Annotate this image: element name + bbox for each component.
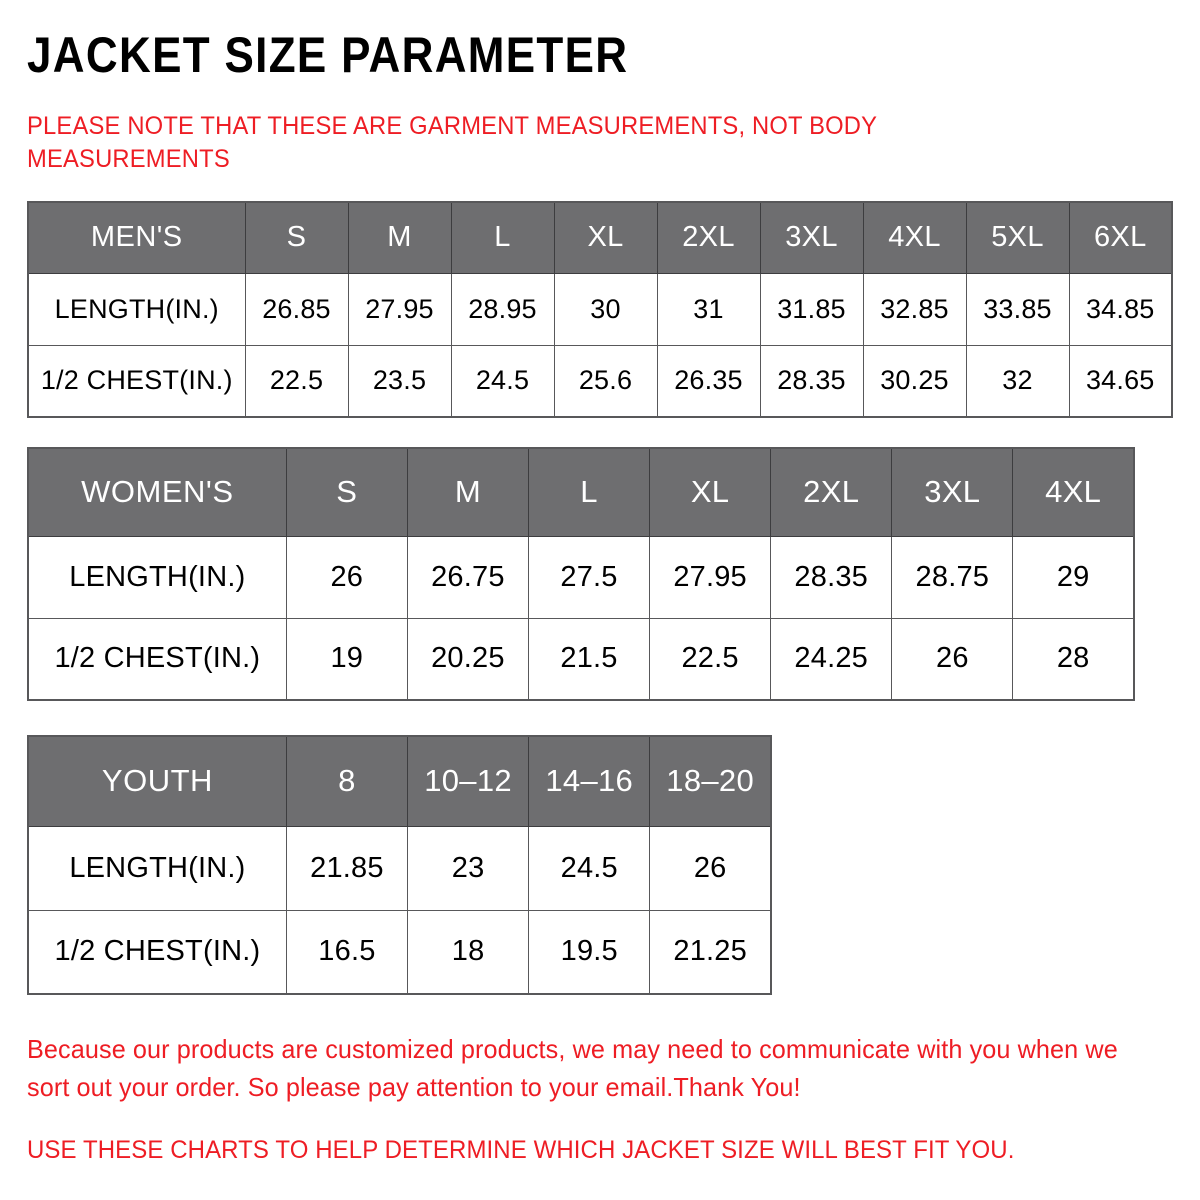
page-title: JACKET SIZE PARAMETER [27,27,629,83]
mens-header-xl: XL [553,201,658,274]
mens-chest-6xl: 34.65 [1068,344,1173,418]
youth-table-head: YOUTH 8 10–12 14–16 18–20 [27,735,772,827]
womens-header-3xl: 3XL [891,447,1014,537]
youth-header-10-12: 10–12 [406,735,530,827]
use-charts-note: USE THESE CHARTS TO HELP DETERMINE WHICH… [27,1136,1015,1164]
mens-header-3xl: 3XL [759,201,864,274]
womens-length-s: 26 [285,535,408,619]
mens-header-s: S [244,201,349,274]
youth-chest-10-12: 18 [406,909,530,995]
mens-length-6xl: 34.85 [1068,272,1173,346]
womens-chest-4xl: 28 [1012,617,1135,701]
youth-chest-8: 16.5 [285,909,409,995]
womens-length-4xl: 29 [1012,535,1135,619]
table-row: 1/2 CHEST(IN.) 16.5 18 19.5 21.25 [27,909,772,995]
womens-chest-2xl: 24.25 [770,617,893,701]
womens-length-2xl: 28.35 [770,535,893,619]
womens-table-body: LENGTH(IN.) 26 26.75 27.5 27.95 28.35 28… [27,535,1135,701]
mens-length-l: 28.95 [450,272,555,346]
mens-length-2xl: 31 [656,272,761,346]
youth-header-8: 8 [285,735,409,827]
womens-chest-m: 20.25 [406,617,529,701]
mens-chest-3xl: 28.35 [759,344,864,418]
womens-header-4xl: 4XL [1012,447,1135,537]
mens-header-m: M [347,201,452,274]
mens-length-s: 26.85 [244,272,349,346]
womens-chest-xl: 22.5 [649,617,772,701]
mens-header-4xl: 4XL [862,201,967,274]
table-row: 1/2 CHEST(IN.) 22.5 23.5 24.5 25.6 26.35… [27,344,1173,418]
mens-header-l: L [450,201,555,274]
youth-length-14-16: 24.5 [528,825,651,911]
youth-header-14-16: 14–16 [528,735,651,827]
womens-length-3xl: 28.75 [891,535,1014,619]
womens-length-m: 26.75 [406,535,529,619]
womens-header-s: S [285,447,408,537]
womens-size-table: WOMEN'S S M L XL 2XL 3XL 4XL LENGTH(IN.)… [27,447,1135,701]
womens-chest-l: 21.5 [527,617,651,701]
womens-header-2xl: 2XL [770,447,893,537]
footer-notes: Because our products are customized prod… [27,1030,1167,1166]
mens-header-5xl: 5XL [965,201,1070,274]
table-header-row: YOUTH 8 10–12 14–16 18–20 [27,735,772,827]
mens-chest-xl: 25.6 [553,344,658,418]
table-row: LENGTH(IN.) 26 26.75 27.5 27.95 28.35 28… [27,535,1135,619]
youth-table-body: LENGTH(IN.) 21.85 23 24.5 26 1/2 CHEST(I… [27,825,772,995]
mens-length-m: 27.95 [347,272,452,346]
mens-length-4xl: 32.85 [862,272,967,346]
youth-length-label: LENGTH(IN.) [27,825,287,911]
womens-length-l: 27.5 [527,535,651,619]
womens-header-l: L [527,447,651,537]
womens-header-xl: XL [649,447,772,537]
mens-chest-2xl: 26.35 [656,344,761,418]
youth-size-table: YOUTH 8 10–12 14–16 18–20 LENGTH(IN.) 21… [27,735,772,995]
youth-length-8: 21.85 [285,825,409,911]
mens-table-head: MEN'S S M L XL 2XL 3XL 4XL 5XL 6XL [27,201,1173,274]
youth-chest-label: 1/2 CHEST(IN.) [27,909,287,995]
table-row: LENGTH(IN.) 26.85 27.95 28.95 30 31 31.8… [27,272,1173,346]
garment-measurement-note: PLEASE NOTE THAT THESE ARE GARMENT MEASU… [27,112,877,173]
youth-header-18-20: 18–20 [649,735,772,827]
mens-chest-m: 23.5 [347,344,452,418]
mens-length-label: LENGTH(IN.) [27,272,246,346]
mens-length-3xl: 31.85 [759,272,864,346]
mens-chest-l: 24.5 [450,344,555,418]
table-header-row: MEN'S S M L XL 2XL 3XL 4XL 5XL 6XL [27,201,1173,274]
womens-chest-label: 1/2 CHEST(IN.) [27,617,287,701]
table-row: 1/2 CHEST(IN.) 19 20.25 21.5 22.5 24.25 … [27,617,1135,701]
mens-header-label: MEN'S [27,201,246,274]
mens-size-table: MEN'S S M L XL 2XL 3XL 4XL 5XL 6XL LENGT… [27,201,1173,418]
mens-header-6xl: 6XL [1068,201,1173,274]
mens-header-2xl: 2XL [656,201,761,274]
mens-length-xl: 30 [553,272,658,346]
mens-chest-5xl: 32 [965,344,1070,418]
mens-chest-label: 1/2 CHEST(IN.) [27,344,246,418]
womens-chest-s: 19 [285,617,408,701]
womens-length-xl: 27.95 [649,535,772,619]
mens-table-body: LENGTH(IN.) 26.85 27.95 28.95 30 31 31.8… [27,272,1173,418]
womens-length-label: LENGTH(IN.) [27,535,287,619]
table-row: LENGTH(IN.) 21.85 23 24.5 26 [27,825,772,911]
mens-length-5xl: 33.85 [965,272,1070,346]
youth-chest-14-16: 19.5 [528,909,651,995]
womens-header-label: WOMEN'S [27,447,287,537]
womens-header-m: M [406,447,529,537]
youth-length-10-12: 23 [406,825,530,911]
youth-chest-18-20: 21.25 [649,909,772,995]
youth-header-label: YOUTH [27,735,287,827]
table-header-row: WOMEN'S S M L XL 2XL 3XL 4XL [27,447,1135,537]
mens-chest-s: 22.5 [244,344,349,418]
mens-chest-4xl: 30.25 [862,344,967,418]
youth-length-18-20: 26 [649,825,772,911]
womens-table-head: WOMEN'S S M L XL 2XL 3XL 4XL [27,447,1135,537]
customized-products-note: Because our products are customized prod… [27,1034,1118,1102]
womens-chest-3xl: 26 [891,617,1014,701]
